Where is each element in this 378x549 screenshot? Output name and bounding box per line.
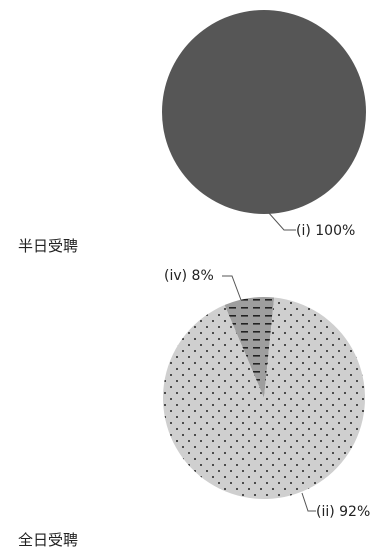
pie-slice-0-0 <box>162 10 366 214</box>
slice-label-ii: (ii) 92% <box>316 504 370 520</box>
leader-line-iv <box>222 275 242 301</box>
chart-half-day: (i) 100% 半日受聘 <box>18 10 366 255</box>
slice-label-i: (i) 100% <box>296 223 355 239</box>
pie-slice-1-0 <box>224 297 275 398</box>
leader-line-i <box>267 211 296 231</box>
leader-line-ii <box>301 492 316 512</box>
pie-slice-1-1 <box>163 297 366 500</box>
chart-title-full-day: 全日受聘 <box>18 531 78 549</box>
slice-label-iv: (iv) 8% <box>164 268 214 284</box>
chart-title-half-day: 半日受聘 <box>18 237 78 255</box>
chart-full-day: (iv) 8% (ii) 92% 全日受聘 <box>18 268 370 549</box>
